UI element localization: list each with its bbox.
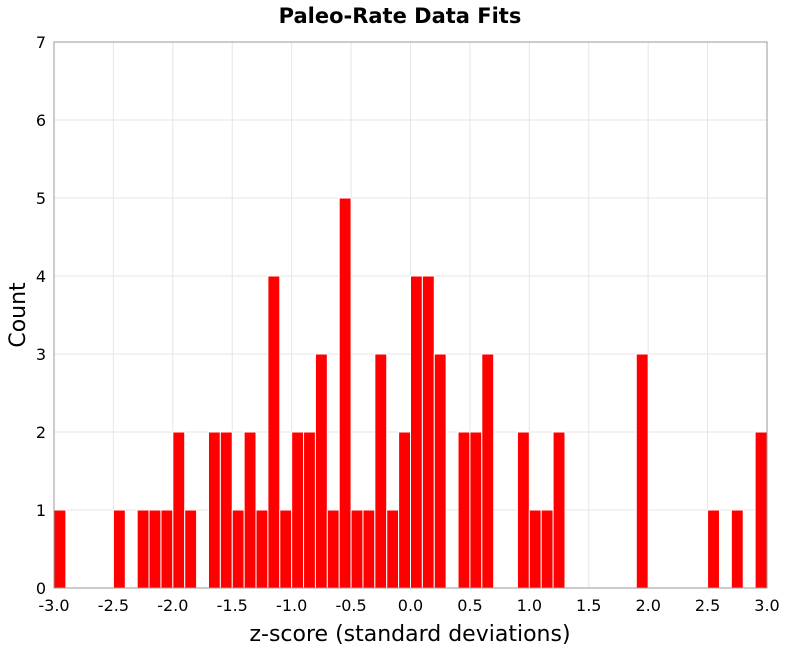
histogram-bar	[457, 431, 471, 589]
x-tick-label: 0.0	[398, 596, 423, 615]
histogram-bar	[136, 509, 150, 589]
x-tick-label: 0.5	[457, 596, 482, 615]
y-tick-label: 1	[36, 501, 46, 520]
y-tick-label: 4	[36, 267, 46, 286]
histogram-bar	[207, 431, 221, 589]
histogram-bar	[160, 509, 174, 589]
histogram-bar	[184, 509, 198, 589]
histogram-bar	[433, 353, 447, 589]
x-tick-label: -3.0	[38, 596, 69, 615]
x-tick-label: -2.5	[98, 596, 129, 615]
y-tick-label: 3	[36, 345, 46, 364]
histogram-bar	[172, 431, 186, 589]
y-tick-labels: 0 1 2 3 4 5 6 7	[36, 33, 46, 598]
x-tick-label: 1.5	[576, 596, 601, 615]
histogram-bar	[326, 509, 340, 589]
histogram-bar	[730, 509, 744, 589]
y-tick-label: 5	[36, 189, 46, 208]
y-tick-label: 0	[36, 579, 46, 598]
histogram-bar	[362, 509, 376, 589]
histogram-bar	[754, 431, 768, 589]
x-tick-labels: -3.0 -2.5 -2.0 -1.5 -1.0 -0.5 0.0 0.5 1.0 1.5 2.0 2…	[38, 596, 779, 615]
histogram-bar	[481, 353, 495, 589]
x-tick-label: -2.0	[157, 596, 188, 615]
chart-title: Paleo-Rate Data Fits	[279, 4, 522, 28]
x-tick-label: 1.0	[517, 596, 542, 615]
histogram-bar	[410, 275, 423, 589]
histogram-bar	[255, 509, 269, 589]
x-tick-label: -1.0	[276, 596, 307, 615]
histogram-bar	[421, 275, 435, 589]
y-axis-label: Count	[6, 282, 31, 348]
x-tick-label: 3.0	[754, 596, 779, 615]
histogram-bar	[291, 431, 305, 589]
x-tick-label: 2.0	[635, 596, 660, 615]
histogram-bar	[552, 431, 566, 589]
histogram-bar	[398, 431, 412, 589]
histogram-bar	[528, 509, 542, 589]
histogram-bar	[219, 431, 233, 589]
histogram-bar	[314, 353, 328, 589]
histogram-bar	[635, 353, 649, 589]
x-axis-label: z-score (standard deviations)	[249, 622, 570, 647]
histogram-bar	[112, 509, 126, 589]
histogram-bar	[540, 509, 554, 589]
histogram-bar	[243, 431, 257, 589]
histogram-bar	[279, 509, 293, 589]
histogram-bar	[707, 509, 720, 589]
y-tick-label: 2	[36, 423, 46, 442]
histogram-bar	[350, 509, 364, 589]
histogram-bar	[469, 431, 483, 589]
plot-area-frame	[53, 41, 768, 589]
bars-group	[53, 197, 768, 589]
y-tick-label: 7	[36, 33, 46, 52]
histogram-bar	[231, 509, 245, 589]
y-tick-label: 6	[36, 111, 46, 130]
histogram-bar	[53, 509, 67, 589]
x-tick-label: 2.5	[695, 596, 720, 615]
x-tick-label: -1.5	[217, 596, 248, 615]
histogram-bar	[386, 509, 400, 589]
histogram-bar	[148, 509, 162, 589]
x-tick-label: -0.5	[335, 596, 366, 615]
histogram-bar	[374, 353, 388, 589]
histogram-bar	[338, 197, 352, 589]
histogram-bar	[516, 431, 530, 589]
histogram-bar	[303, 431, 316, 589]
histogram-bar	[267, 275, 281, 589]
